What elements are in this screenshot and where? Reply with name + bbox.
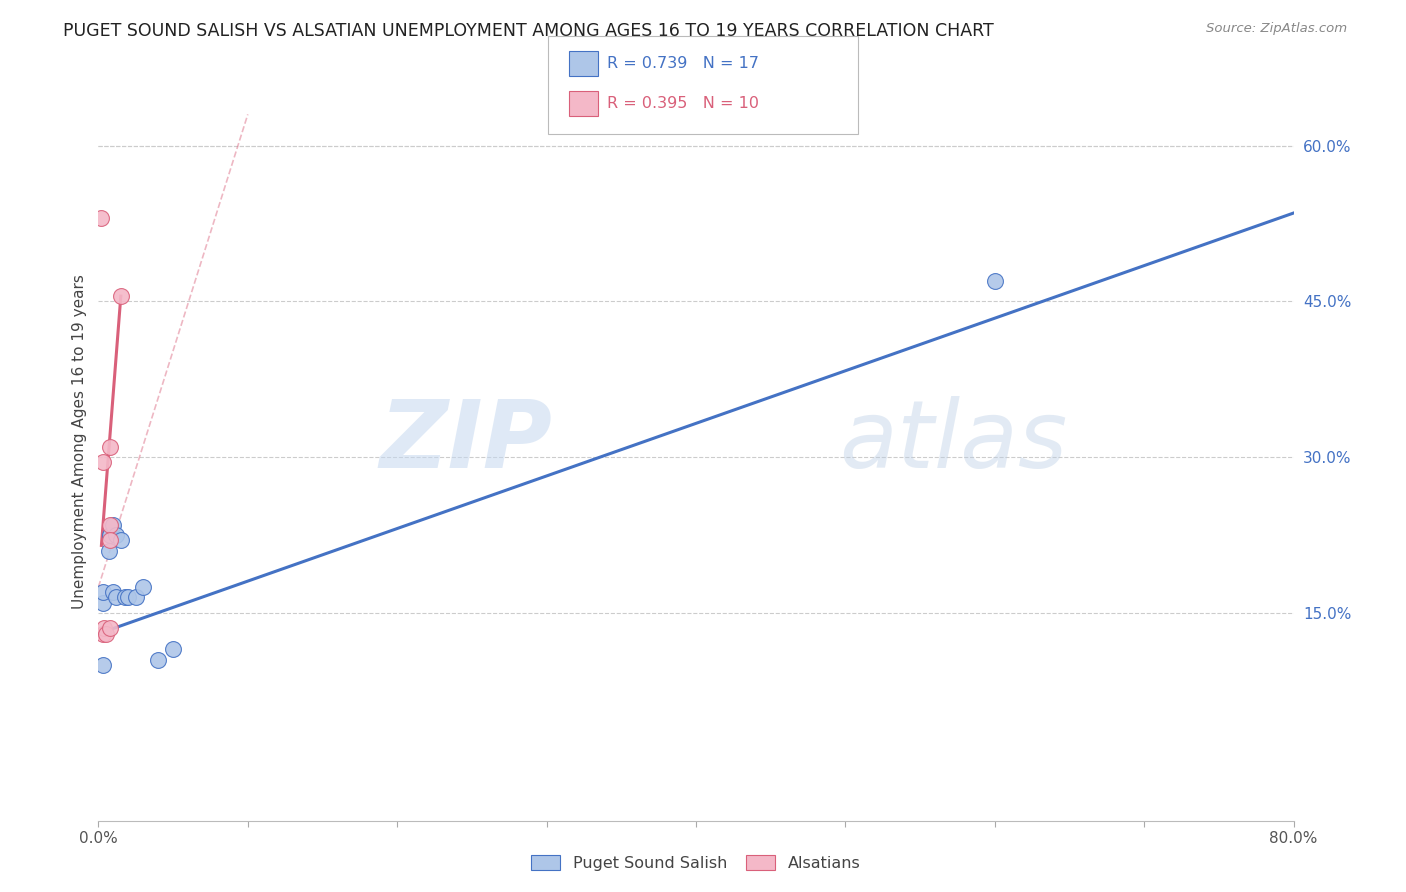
Text: PUGET SOUND SALISH VS ALSATIAN UNEMPLOYMENT AMONG AGES 16 TO 19 YEARS CORRELATIO: PUGET SOUND SALISH VS ALSATIAN UNEMPLOYM…	[63, 22, 994, 40]
Point	[162, 642, 184, 657]
Text: R = 0.739   N = 17: R = 0.739 N = 17	[607, 56, 759, 70]
Point	[103, 517, 125, 532]
Point	[148, 653, 170, 667]
Point	[105, 591, 128, 605]
Point	[90, 211, 112, 226]
Legend: Puget Sound Salish, Alsatians: Puget Sound Salish, Alsatians	[524, 848, 868, 877]
Point	[98, 517, 122, 532]
Point	[132, 580, 155, 594]
Point	[93, 622, 115, 636]
Point	[98, 533, 122, 548]
Point	[98, 440, 122, 454]
Point	[94, 626, 117, 640]
Point	[984, 274, 1007, 288]
Text: R = 0.395   N = 10: R = 0.395 N = 10	[607, 96, 759, 111]
Point	[91, 595, 114, 609]
Point	[91, 455, 114, 469]
Point	[105, 528, 128, 542]
Point	[91, 657, 114, 672]
Point	[117, 591, 139, 605]
Point	[110, 533, 132, 548]
Text: ZIP: ZIP	[380, 395, 553, 488]
Text: atlas: atlas	[839, 396, 1067, 487]
Point	[91, 585, 114, 599]
Point	[98, 622, 122, 636]
Point	[110, 289, 132, 303]
Point	[91, 626, 114, 640]
Y-axis label: Unemployment Among Ages 16 to 19 years: Unemployment Among Ages 16 to 19 years	[72, 274, 87, 609]
Point	[114, 591, 136, 605]
Text: Source: ZipAtlas.com: Source: ZipAtlas.com	[1206, 22, 1347, 36]
Point	[103, 585, 125, 599]
Point	[97, 543, 120, 558]
Point	[98, 528, 122, 542]
Point	[125, 591, 148, 605]
